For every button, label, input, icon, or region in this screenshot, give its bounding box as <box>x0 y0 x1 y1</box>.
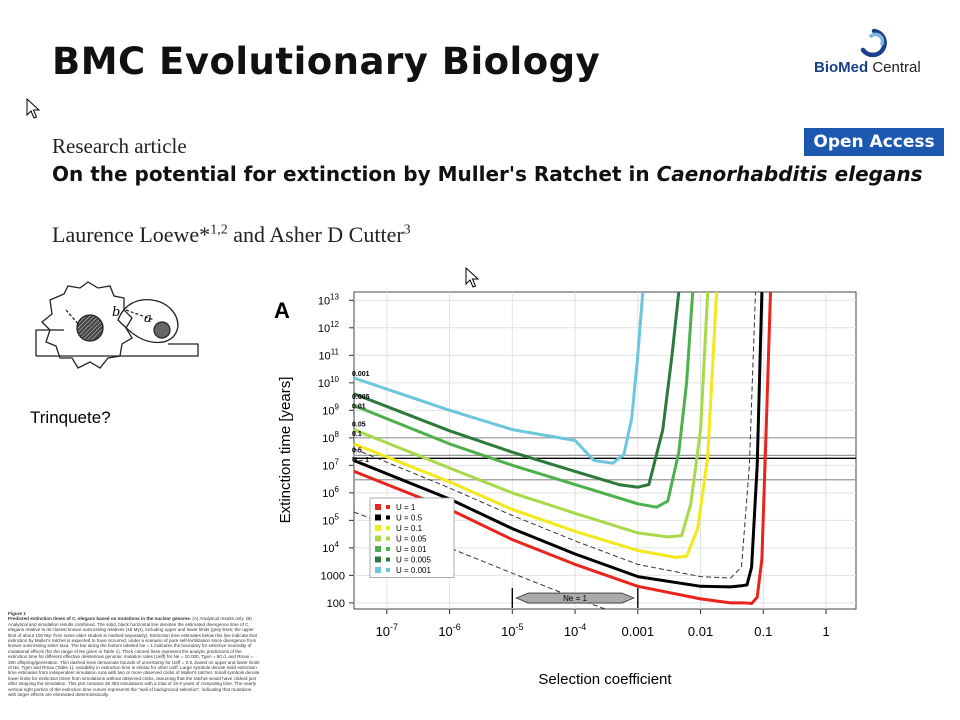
panel-label: A <box>274 298 290 323</box>
series-line-5 <box>353 291 681 489</box>
x-tick-label-0: 10-7 <box>376 622 398 639</box>
series-value-label-1: 0.005 <box>352 394 370 401</box>
series-value-label-2: 0.01 <box>352 403 366 410</box>
y-tick-label-9: 1011 <box>318 347 339 362</box>
author-2-affiliation: 3 <box>403 222 411 238</box>
open-access-badge: Open Access <box>804 128 944 156</box>
x-tick-label-4: 0.001 <box>622 624 655 639</box>
legend-marker-large-3 <box>375 535 381 542</box>
legend-marker-small-4 <box>386 547 390 551</box>
series-value-label-6: U = 1 <box>352 457 369 464</box>
logo-biomed-text: BioMed <box>814 59 869 76</box>
x-tick-label-6: 0.1 <box>754 624 772 639</box>
article-authors: Laurence Loewe*1,2 and Asher D Cutter3 <box>52 222 411 248</box>
neutral-bar: Ne = 1 <box>511 588 639 609</box>
ratchet-illustration: b a <box>35 281 199 369</box>
legend-marker-large-4 <box>375 546 381 552</box>
legend-label-4: U = 0.01 <box>396 545 427 554</box>
legend-marker-large-0 <box>375 504 381 510</box>
legend-marker-small-2 <box>386 526 390 530</box>
chart-legend: U = 1 U = 0.5U = 0.1 U = 0.05U = 0.01 U = 0… <box>369 497 455 578</box>
caption-text: (A) Analytical results only. (B) Analyti… <box>8 616 260 698</box>
series-value-label-5: 0.5 <box>352 447 362 454</box>
figure-caption: Figure 1 Predicted extinction times of C.… <box>8 611 260 715</box>
biomed-swirl-icon <box>860 28 887 58</box>
series-line-2 <box>353 291 719 559</box>
series-line-4 <box>353 291 695 509</box>
y-tick-label-11: 1013 <box>318 292 340 307</box>
series-value-label-3: 0.05 <box>352 421 366 428</box>
series-line-6 <box>353 291 645 465</box>
legend-marker-small-0 <box>386 505 390 509</box>
y-axis-ticks: 100 1000 104 105 106 107 108 109 1010 1011 1012 101… <box>318 292 354 610</box>
bound-line-0 <box>353 291 756 579</box>
series-value-label-0: 0.001 <box>352 371 370 378</box>
neutral-bar-arrow <box>515 592 635 604</box>
neutral-bar-label: Ne = 1 <box>563 594 587 603</box>
biomed-central-logo[interactable]: BioMed Central <box>814 28 944 80</box>
legend-label-0: U = 1 <box>396 503 416 512</box>
y-tick-label-8: 1010 <box>318 375 340 390</box>
series-value-labels: 0.001 0.005 0.01 0.05 0.1 0.5 U = 1 <box>352 371 370 464</box>
author-1-affiliation: 1,2 <box>210 222 228 238</box>
logo-central-text: Central <box>872 59 921 76</box>
legend-box <box>369 497 455 578</box>
legend-label-1: U = 0.5 <box>396 514 423 523</box>
extinction-time-chart: A 0.001 0.005 0.01 0.05 0.1 0.5 U = 1 Ne = 1 U… <box>274 291 857 688</box>
ratchet-question-label: Trinquete? <box>30 408 111 427</box>
legend-label-6: U = 0.001 <box>396 566 431 575</box>
series-value-label-4: 0.1 <box>352 431 362 438</box>
y-tick-label-1: 1000 <box>321 570 345 582</box>
article-type-label: Research article <box>52 134 187 158</box>
legend-label-3: U = 0.05 <box>396 535 427 544</box>
article-title: On the potential for extinction by Mulle… <box>52 162 932 186</box>
y-tick-label-3: 105 <box>322 512 339 527</box>
y-tick-label-0: 100 <box>327 598 345 610</box>
legend-marker-small-5 <box>386 557 390 562</box>
ratchet-part-b: b <box>112 305 120 320</box>
mouse-pointer-icon <box>26 98 40 119</box>
legend-marker-large-6 <box>375 567 381 573</box>
legend-label-5: U = 0.005 <box>396 556 431 565</box>
y-tick-label-2: 104 <box>322 540 339 555</box>
x-axis-label: Selection coefficient <box>538 671 672 688</box>
mouse-pointer-icon-2 <box>465 267 479 288</box>
legend-marker-small-3 <box>386 536 390 541</box>
journal-title: BMC Evolutionary Biology <box>52 40 601 83</box>
article-title-main: On the potential for extinction by Mulle… <box>52 162 657 186</box>
x-tick-label-1: 10-6 <box>438 622 460 639</box>
x-tick-label-5: 0.01 <box>688 624 713 639</box>
y-tick-label-4: 106 <box>322 485 339 500</box>
author-1: Laurence Loewe* <box>52 222 211 247</box>
series-lines <box>353 291 772 605</box>
legend-label-2: U = 0.1 <box>396 524 423 533</box>
legend-marker-large-2 <box>375 525 381 531</box>
x-axis-ticks: 10-7 10-6 10-5 10-4 0.001 0.01 0.1 1 <box>376 609 830 639</box>
x-tick-label-2: 10-5 <box>501 622 523 639</box>
y-tick-label-6: 108 <box>322 430 339 445</box>
y-tick-label-10: 1012 <box>318 320 340 335</box>
y-axis-label: Extinction time [years] <box>277 377 294 524</box>
caption-bold: Predicted extinction times of C. elegans… <box>8 616 192 622</box>
series-line-1 <box>353 291 764 589</box>
author-2: and Asher D Cutter <box>227 222 404 247</box>
ratchet-part-a: a <box>144 311 152 326</box>
x-tick-label-3: 10-4 <box>564 622 586 639</box>
caption-heading: Figure 1 <box>8 611 26 616</box>
series-line-0 <box>353 291 772 605</box>
legend-marker-large-5 <box>375 556 381 563</box>
legend-marker-large-1 <box>375 514 381 521</box>
series-line-3 <box>353 291 710 539</box>
legend-marker-small-6 <box>386 568 390 572</box>
x-tick-label-7: 1 <box>822 624 829 639</box>
article-title-species: Caenorhabditis elegans <box>656 162 923 186</box>
y-tick-label-5: 107 <box>322 457 339 472</box>
y-tick-label-7: 109 <box>322 402 339 417</box>
legend-marker-small-1 <box>386 515 390 520</box>
